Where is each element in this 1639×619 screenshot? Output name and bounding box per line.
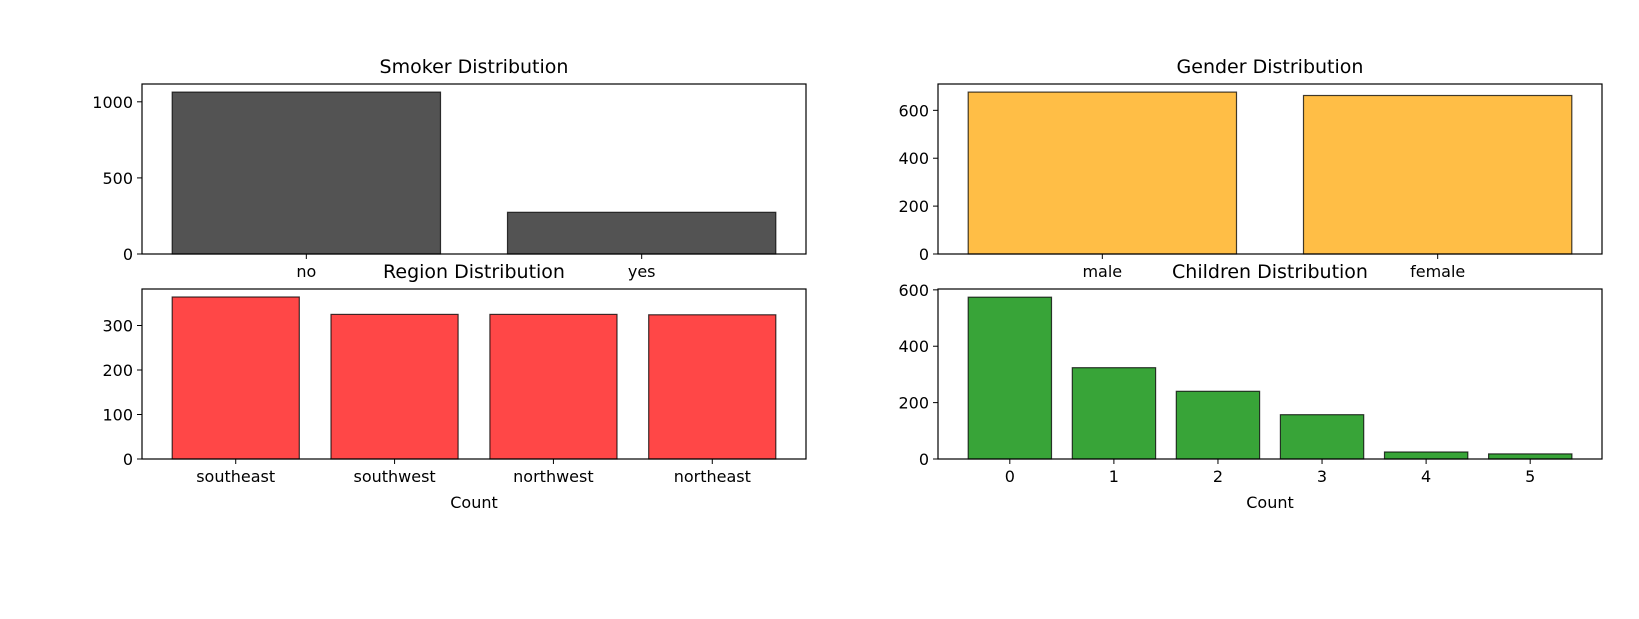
- region-bar-northwest: [489, 313, 618, 460]
- children-x-tick-label: 4: [1421, 467, 1431, 486]
- chart-gender-distribution: Gender Distribution male female 0 200 400 60…: [898, 56, 1603, 281]
- gender-x-tick-label: female: [1410, 262, 1465, 281]
- children-y-tick-label: 200: [898, 394, 929, 413]
- gender-bar-male: [967, 91, 1238, 255]
- chart-region-distribution: Region Distribution Count southeast south…: [102, 261, 807, 512]
- children-x-tick-labels: 0 1 2 3 4 5: [1005, 459, 1535, 486]
- region-bars: [171, 296, 777, 460]
- children-y-tick-label: 0: [919, 450, 929, 469]
- region-bar-northeast: [648, 314, 777, 460]
- region-plot-frame: [141, 288, 807, 460]
- chart-smoker-distribution: Smoker Distribution no yes 0 500 1000: [92, 56, 807, 281]
- region-x-tick-labels: southeast southwest northwest northeast: [196, 459, 751, 486]
- smoker-chart-title: Smoker Distribution: [380, 56, 569, 78]
- children-bar-2: [1175, 390, 1261, 460]
- gender-bar-female: [1302, 94, 1573, 255]
- children-bar-3: [1279, 414, 1365, 460]
- smoker-bar-yes: [506, 211, 777, 255]
- children-bars: [967, 296, 1573, 460]
- smoker-y-tick-label: 0: [123, 245, 133, 264]
- region-y-tick-labels: 0 100 200 300: [102, 317, 142, 469]
- children-y-tick-labels: 0 200 400 600: [898, 281, 938, 469]
- chart-children-distribution: Children Distribution Count 0 1 2 3 4 5 0 200 4…: [898, 261, 1603, 512]
- children-y-tick-label: 400: [898, 337, 929, 356]
- region-chart-title: Region Distribution: [383, 261, 565, 283]
- region-x-tick-label: southeast: [196, 467, 275, 486]
- children-bar-1: [1071, 367, 1157, 460]
- gender-x-tick-labels: male female: [1082, 254, 1465, 281]
- region-y-tick-label: 100: [102, 406, 133, 425]
- gender-y-tick-label: 600: [898, 101, 929, 120]
- children-chart-title: Children Distribution: [1172, 261, 1368, 283]
- gender-plot-frame: [937, 83, 1603, 255]
- region-x-axis-label: Count: [450, 493, 498, 512]
- children-x-tick-label: 1: [1109, 467, 1119, 486]
- gender-y-tick-label: 0: [919, 245, 929, 264]
- region-x-tick-label: northwest: [513, 467, 593, 486]
- children-x-axis-label: Count: [1246, 493, 1294, 512]
- smoker-x-tick-labels: no yes: [296, 254, 656, 281]
- smoker-x-tick-label: no: [296, 262, 316, 281]
- children-x-tick-label: 5: [1525, 467, 1535, 486]
- children-plot-frame: [937, 288, 1603, 460]
- children-x-tick-label: 0: [1005, 467, 1015, 486]
- children-bar-0: [967, 296, 1053, 460]
- gender-chart-title: Gender Distribution: [1177, 56, 1364, 78]
- region-y-tick-label: 300: [102, 317, 133, 336]
- children-bar-4: [1383, 451, 1469, 460]
- smoker-y-tick-labels: 0 500 1000: [92, 93, 142, 264]
- gender-y-tick-labels: 0 200 400 600: [898, 101, 938, 264]
- smoker-x-tick-label: yes: [628, 262, 656, 281]
- smoker-plot-frame: [141, 83, 807, 255]
- region-y-tick-label: 0: [123, 450, 133, 469]
- gender-bars: [967, 91, 1573, 255]
- children-y-tick-label: 600: [898, 281, 929, 300]
- region-x-tick-label: northeast: [674, 467, 751, 486]
- region-bar-southwest: [330, 313, 459, 460]
- region-y-tick-label: 200: [102, 361, 133, 380]
- smoker-y-tick-label: 500: [102, 169, 133, 188]
- children-x-tick-label: 2: [1213, 467, 1223, 486]
- children-bar-5: [1487, 453, 1573, 460]
- smoker-bar-no: [171, 91, 442, 255]
- gender-x-tick-label: male: [1082, 262, 1122, 281]
- children-x-tick-label: 3: [1317, 467, 1327, 486]
- smoker-bars: [171, 91, 777, 255]
- region-x-tick-label: southwest: [353, 467, 435, 486]
- gender-y-tick-label: 200: [898, 197, 929, 216]
- gender-y-tick-label: 400: [898, 149, 929, 168]
- region-bar-southeast: [171, 296, 300, 460]
- smoker-y-tick-label: 1000: [92, 93, 133, 112]
